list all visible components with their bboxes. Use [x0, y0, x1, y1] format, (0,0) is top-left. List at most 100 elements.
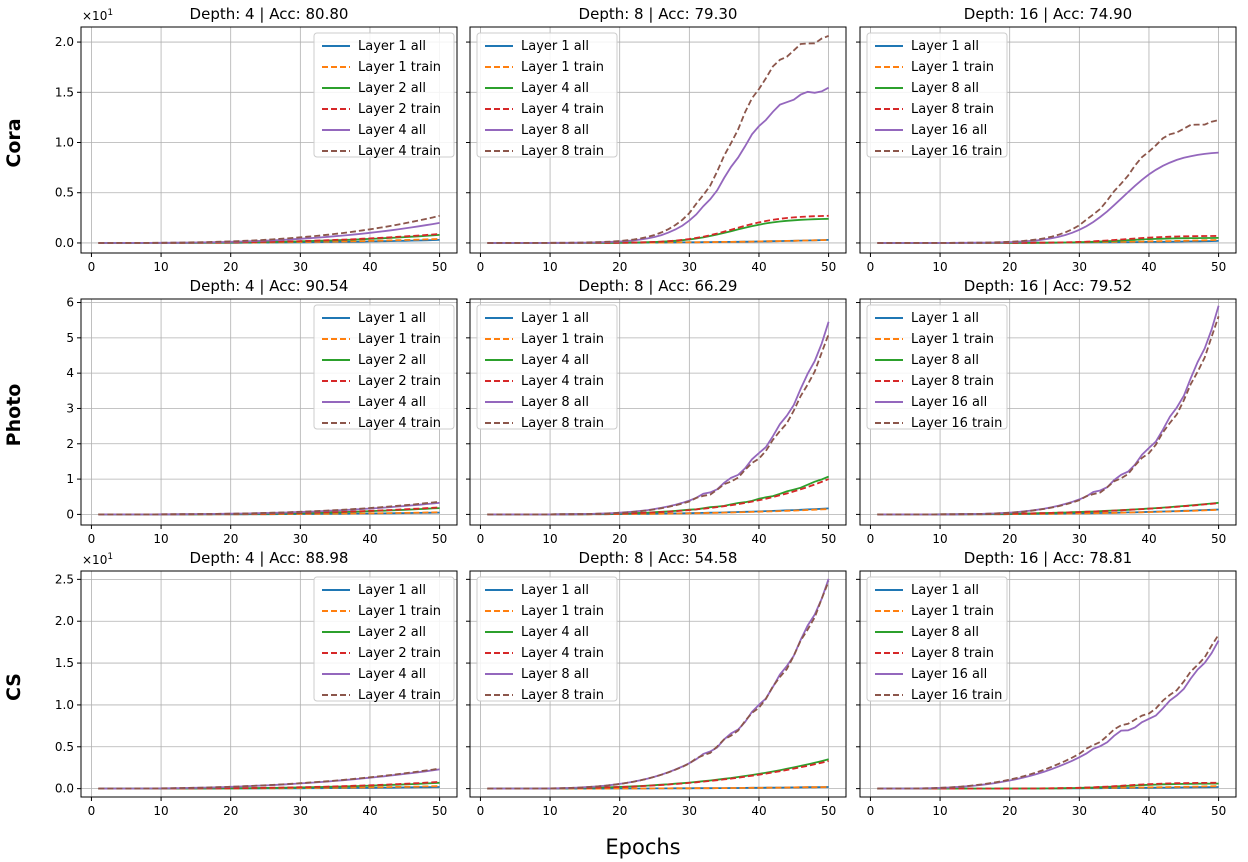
series-group: [877, 305, 1220, 516]
legend-label: Layer 8 all: [521, 395, 589, 410]
legend-label: Layer 1 all: [521, 583, 589, 598]
legend-label: Layer 4 all: [521, 625, 589, 640]
legend-label: Layer 1 all: [358, 39, 426, 54]
legend: Layer 1 all Layer 1 train Layer 8 all Layer…: [866, 576, 1008, 703]
series-line-layer-4-all: [487, 758, 829, 790]
x-tick-label: 40: [362, 804, 377, 818]
panels: 0 10 20 30 40 500.00.51.01.52.0×101 Depth: 4 |…: [55, 5, 1237, 818]
legend-label: Layer 1 all: [521, 311, 589, 326]
legend-label: Layer 8 train: [911, 102, 994, 117]
y-tick-label: 0.5: [55, 186, 74, 200]
legend-label: Layer 4 all: [521, 81, 589, 96]
series-line-layer-16-all: [877, 151, 1219, 244]
series-line-layer-4-all: [487, 217, 829, 244]
y-tick-label: 1.5: [55, 656, 74, 670]
panel-title: Depth: 8 | Acc: 54.58: [579, 549, 738, 567]
row-label-cora: Cora: [3, 118, 25, 167]
legend-label: Layer 8 all: [911, 625, 979, 640]
series-line-layer-16-train: [877, 119, 1219, 244]
x-tick-label: 50: [821, 532, 836, 546]
legend-label: Layer 4 train: [521, 102, 604, 117]
x-tick-label: 20: [1002, 532, 1017, 546]
series-line-layer-4-train: [487, 214, 829, 244]
x-tick-label: 50: [821, 804, 836, 818]
y-tick-label: 1.5: [55, 85, 74, 99]
x-tick-label: 10: [153, 804, 168, 818]
y-tick-label: 2: [66, 437, 74, 451]
panel-photo-1: 0 10 20 30 40 50 0 1 2 3 4 5 6 Depth: 4 | Acc: 90.54 L…: [66, 277, 458, 546]
y-tick-label: 2.0: [55, 35, 74, 49]
x-tick-label: 40: [1141, 532, 1156, 546]
x-tick-label: 40: [751, 260, 766, 274]
legend-label: Layer 2 all: [358, 625, 426, 640]
y-tick-label: 1: [66, 472, 74, 486]
panel-cora-2: 0 10 20 30 40 50 Depth: 8 | Acc: 79.30 Layer 1 …: [466, 5, 847, 274]
row-label-photo: Photo: [3, 384, 25, 447]
x-tick-label: 40: [1141, 260, 1156, 274]
panel-title: Depth: 4 | Acc: 90.54: [190, 277, 349, 295]
legend-label: Layer 16 train: [911, 416, 1002, 431]
legend-label: Layer 16 all: [911, 123, 987, 138]
panel-title: Depth: 4 | Acc: 80.80: [190, 5, 349, 23]
legend-label: Layer 4 train: [521, 374, 604, 389]
legend-label: Layer 2 train: [358, 374, 441, 389]
series-line-layer-16-train: [877, 316, 1220, 516]
legend: Layer 1 all Layer 1 train Layer 4 all Layer…: [476, 32, 618, 159]
x-tick-label: 40: [362, 532, 377, 546]
series-group: [487, 321, 830, 516]
y-tick-label: 2.0: [55, 614, 74, 628]
legend: Layer 1 all Layer 1 train Layer 4 all Layer…: [476, 304, 618, 431]
series-group: [487, 35, 830, 244]
legend-label: Layer 16 train: [911, 144, 1002, 159]
legend-label: Layer 8 all: [521, 667, 589, 682]
x-tick-label: 30: [293, 260, 308, 274]
axes-frame: [469, 570, 847, 798]
legend-label: Layer 1 all: [911, 311, 979, 326]
legend-label: Layer 4 train: [358, 144, 441, 159]
x-tick-label: 0: [477, 532, 485, 546]
x-tick-label: 30: [682, 260, 697, 274]
x-tick-label: 0: [88, 260, 96, 274]
y-tick-label: 2.5: [55, 572, 74, 586]
legend-label: Layer 1 train: [521, 604, 604, 619]
legend: Layer 1 all Layer 1 train Layer 4 all Layer…: [476, 576, 618, 703]
x-tick-label: 10: [932, 804, 947, 818]
x-tick-label: 30: [293, 804, 308, 818]
x-tick-label: 10: [932, 260, 947, 274]
scale-label: ×101: [82, 552, 113, 567]
legend-label: Layer 1 all: [358, 311, 426, 326]
legend-label: Layer 2 train: [358, 102, 441, 117]
series-group: [877, 634, 1220, 790]
y-tick-label: 0.0: [55, 236, 74, 250]
panel-cora-3: 0 10 20 30 40 50 Depth: 16 | Acc: 74.90 Layer 1…: [856, 5, 1237, 274]
x-tick-label: 40: [751, 532, 766, 546]
axes-frame: [80, 570, 458, 798]
legend-box: [866, 576, 1008, 702]
panel-cs-2: 0 10 20 30 40 50 Depth: 8 | Acc: 54.58 Layer 1 …: [466, 549, 847, 818]
x-tick-label: 50: [1211, 532, 1226, 546]
legend-label: Layer 2 all: [358, 81, 426, 96]
panel-title: Depth: 16 | Acc: 79.52: [964, 277, 1132, 295]
legend-label: Layer 1 train: [521, 332, 604, 347]
y-tick-label: 0.5: [55, 740, 74, 754]
legend: Layer 1 all Layer 1 train Layer 2 all Layer…: [313, 304, 455, 431]
panel-title: Depth: 4 | Acc: 88.98: [190, 549, 349, 567]
x-tick-label: 0: [477, 260, 485, 274]
legend-box: [476, 576, 618, 702]
legend-box: [313, 304, 455, 430]
legend-label: Layer 4 all: [521, 353, 589, 368]
legend: Layer 1 all Layer 1 train Layer 2 all Layer…: [313, 32, 455, 159]
legend-box: [313, 32, 455, 158]
legend-label: Layer 8 train: [521, 144, 604, 159]
legend-label: Layer 16 train: [911, 688, 1002, 703]
legend-label: Layer 16 all: [911, 667, 987, 682]
panel-title: Depth: 16 | Acc: 78.81: [964, 549, 1132, 567]
legend-label: Layer 1 train: [521, 60, 604, 75]
legend-label: Layer 1 train: [358, 604, 441, 619]
series-line-layer-4-train: [98, 214, 440, 244]
x-tick-label: 30: [1072, 260, 1087, 274]
x-tick-label: 30: [293, 532, 308, 546]
axes-frame: [80, 26, 458, 254]
x-tick-label: 0: [88, 532, 96, 546]
